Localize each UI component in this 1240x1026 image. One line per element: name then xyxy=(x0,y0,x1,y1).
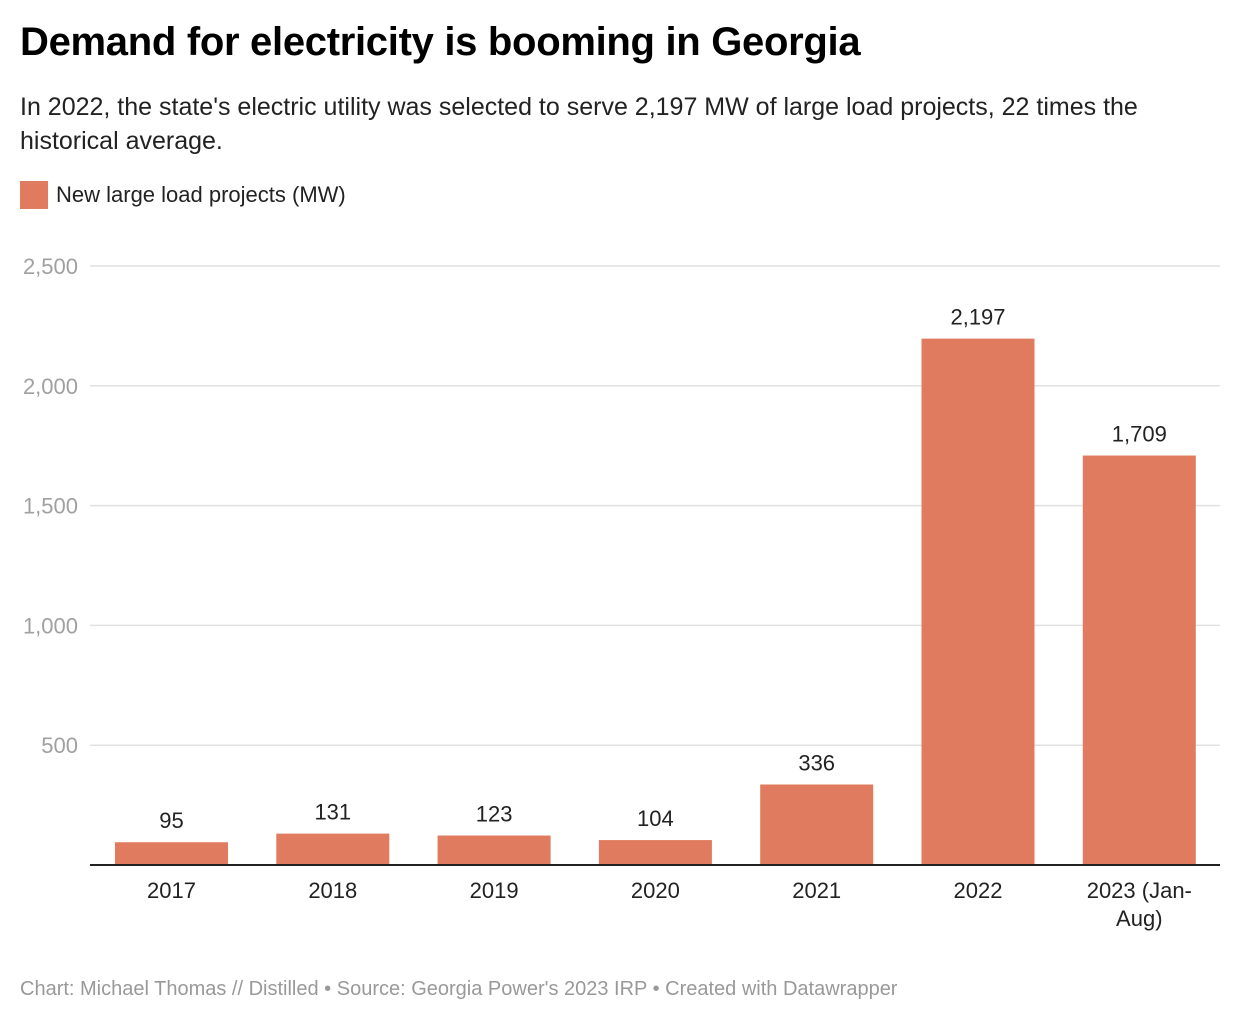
value-label: 104 xyxy=(637,806,674,831)
bar xyxy=(598,840,712,865)
bar xyxy=(276,833,390,865)
x-tick-label: 2019 xyxy=(470,878,519,903)
x-tick-label: Aug) xyxy=(1116,906,1162,931)
bar xyxy=(115,842,228,865)
chart-subtitle: In 2022, the state's electric utility wa… xyxy=(20,93,1138,155)
value-label: 131 xyxy=(314,800,351,825)
bar xyxy=(437,835,551,865)
y-tick-label: 2,500 xyxy=(23,254,78,279)
y-tick-label: 2,000 xyxy=(23,374,78,399)
legend-label: New large load projects (MW) xyxy=(56,182,346,207)
x-tick-label: 2023 (Jan- xyxy=(1087,878,1192,903)
x-tick-label: 2020 xyxy=(631,878,680,903)
value-label: 95 xyxy=(159,808,183,833)
x-tick-label: 2017 xyxy=(147,878,196,903)
legend-swatch xyxy=(20,181,48,209)
legend: New large load projects (MW) xyxy=(20,181,346,209)
bar xyxy=(921,338,1035,866)
value-label: 336 xyxy=(798,750,835,775)
bar xyxy=(760,784,874,865)
x-tick-label: 2018 xyxy=(308,878,357,903)
x-tick-label: 2021 xyxy=(792,878,841,903)
footer-credits: Chart: Michael Thomas // Distilled • Sou… xyxy=(20,978,898,1000)
x-tick-label: 2022 xyxy=(954,878,1003,903)
chart-title: Demand for electricity is booming in Geo… xyxy=(20,20,861,64)
y-tick-label: 1,500 xyxy=(23,494,78,519)
value-label: 2,197 xyxy=(950,305,1005,330)
bar xyxy=(1082,455,1196,865)
value-label: 123 xyxy=(476,802,513,827)
y-tick-label: 500 xyxy=(41,733,78,758)
y-tick-label: 1,000 xyxy=(23,613,78,638)
value-label: 1,709 xyxy=(1112,422,1167,447)
